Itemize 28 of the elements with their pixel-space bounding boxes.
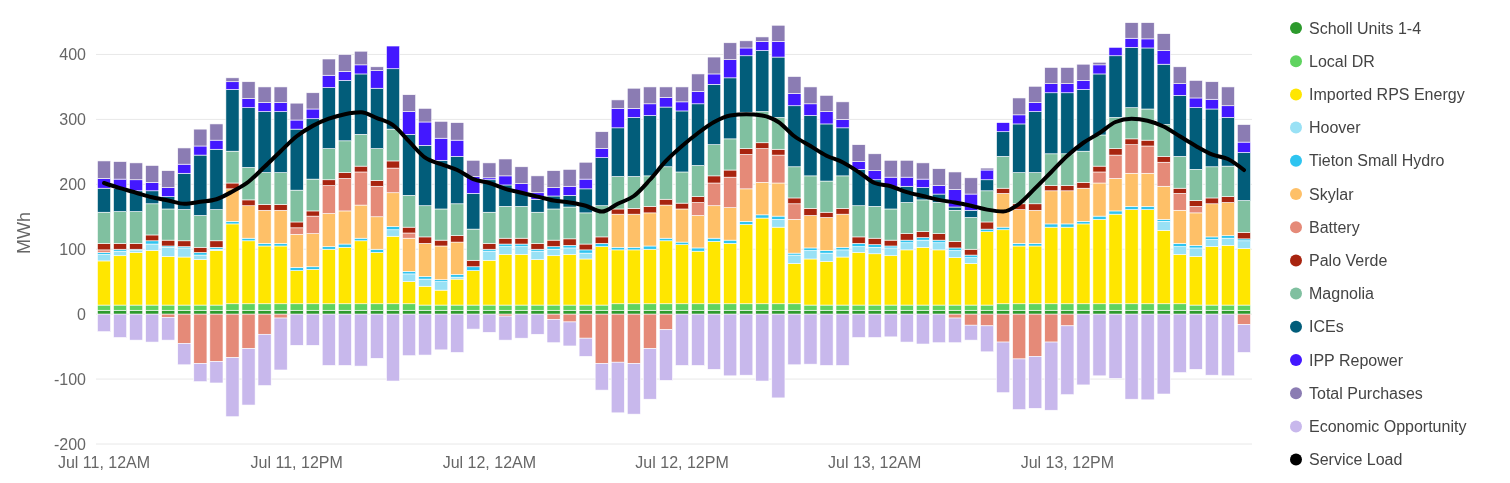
- legend-label: Scholl Units 1-4: [1309, 19, 1422, 37]
- y-tick-label: 300: [59, 110, 87, 128]
- y-tick-label: 100: [59, 240, 87, 258]
- x-tick-label: Jul 11, 12PM: [250, 453, 343, 471]
- y-tick-label: 0: [77, 305, 87, 323]
- y-tick-label: -200: [53, 435, 87, 453]
- x-tick-label: Jul 13, 12AM: [828, 453, 922, 471]
- legend-label: Skylar: [1309, 185, 1355, 203]
- legend-label: Hoover: [1309, 119, 1362, 137]
- legend-label: Palo Verde: [1309, 252, 1388, 269]
- legend-label: Service Load: [1309, 451, 1403, 469]
- x-tick-label: Jul 11, 12AM: [57, 453, 151, 471]
- legend-label: Battery: [1309, 218, 1360, 236]
- y-axis-title: MWh: [14, 212, 34, 254]
- x-tick-label: Jul 13, 12PM: [1020, 453, 1115, 471]
- legend-label: Total Purchases: [1309, 384, 1423, 402]
- legend-label: IPP Repower: [1309, 351, 1404, 369]
- legend-label: ICEs: [1309, 318, 1344, 336]
- y-tick-label: 200: [59, 175, 87, 193]
- x-tick-label: Jul 12, 12AM: [442, 453, 537, 471]
- legend-label: Imported RPS Energy: [1309, 86, 1465, 103]
- y-tick-label: -100: [53, 370, 87, 388]
- legend-label: Tieton Small Hydro: [1309, 152, 1445, 170]
- legend-label: Magnolia: [1309, 285, 1375, 303]
- x-tick-label: Jul 12, 12PM: [635, 453, 729, 471]
- legend-label: Economic Opportunity: [1309, 418, 1467, 435]
- legend-label: Local DR: [1309, 52, 1375, 70]
- y-tick-label: 400: [59, 46, 87, 64]
